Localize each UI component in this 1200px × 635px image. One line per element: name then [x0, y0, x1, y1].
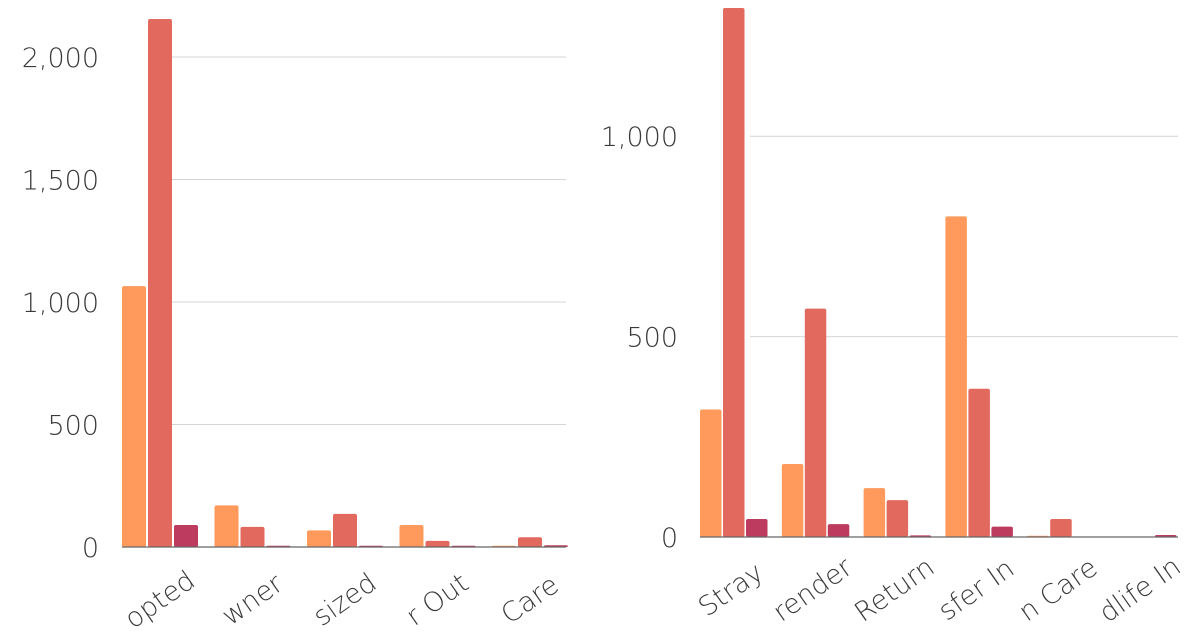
bar [700, 409, 722, 537]
y-tick-label: 0 [661, 523, 678, 554]
bar [945, 216, 967, 538]
bar [122, 286, 146, 547]
x-category-label: Return [849, 552, 940, 629]
bar [307, 530, 331, 547]
bar [723, 8, 745, 537]
x-category-label: sized [308, 567, 383, 630]
y-tick-label: 2,000 [22, 43, 99, 74]
x-category-label: wner [216, 568, 289, 630]
x-category-label: opted [119, 565, 201, 630]
bar [399, 524, 424, 547]
x-category-label: sfer In [933, 553, 1020, 627]
chart-1: 0 500 1,000 1,500 2,000 opted wner sized r Out Ca… [22, 19, 568, 635]
bar [425, 540, 450, 547]
x-category-label: render [768, 551, 859, 628]
y-tick-label: 1,500 [22, 166, 99, 197]
x-category-label: Stray [693, 557, 769, 623]
bar [518, 537, 542, 547]
bar [240, 526, 265, 547]
y-tick-label: 0 [82, 533, 99, 564]
y-tick-label: 1,000 [601, 122, 678, 153]
bar [863, 488, 886, 537]
x-category-label: dlife In [1094, 551, 1187, 629]
bar [333, 513, 357, 547]
x-category-label: n Care [1013, 552, 1103, 628]
bar [746, 518, 768, 537]
bar [214, 505, 239, 547]
x-category-label: Care [496, 569, 565, 630]
bar [991, 526, 1013, 537]
bar [781, 464, 804, 537]
bar [968, 388, 990, 537]
y-tick-label: 500 [47, 411, 99, 442]
bar [174, 524, 198, 547]
bar [827, 524, 850, 537]
bar [148, 19, 172, 547]
bar [804, 308, 827, 537]
y-tick-label: 500 [626, 323, 678, 354]
y-tick-label: 1,000 [22, 288, 99, 319]
x-category-label: r Out [401, 568, 475, 630]
bar [886, 500, 909, 537]
bar [1050, 518, 1072, 537]
